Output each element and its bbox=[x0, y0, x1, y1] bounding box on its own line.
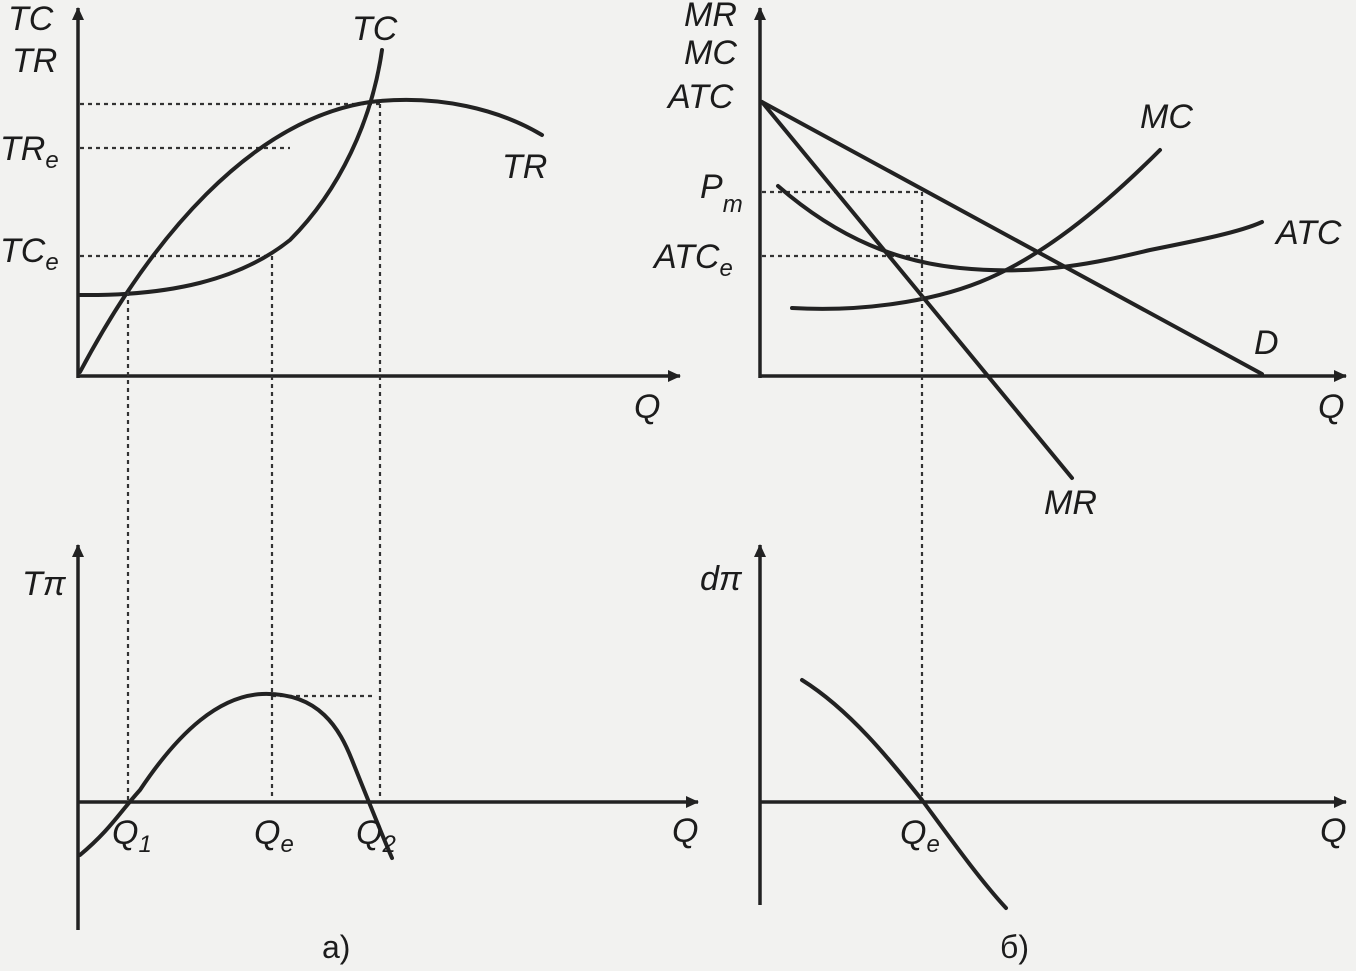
pm-label: Pm bbox=[700, 168, 743, 218]
profit-curve bbox=[78, 691, 394, 860]
a-bot-x-label: Q bbox=[672, 812, 698, 850]
tr-curve bbox=[78, 97, 544, 374]
a-top-x-label: Q bbox=[634, 388, 660, 426]
a-top-y-label-1: TC bbox=[8, 0, 54, 38]
b-top-y-label-1: MR bbox=[684, 0, 737, 34]
panel-b-bottom: dπ Q Qe б) bbox=[700, 544, 1347, 965]
caption-a: а) bbox=[322, 929, 350, 965]
caption-b: б) bbox=[1000, 929, 1029, 965]
panel-a-top: TC TR Q TRe TCe TC TR bbox=[0, 0, 681, 426]
marginal-profit-curve bbox=[800, 678, 1008, 910]
b-top-x-label: Q bbox=[1318, 388, 1344, 426]
a-bot-y-label: Tπ bbox=[22, 565, 67, 603]
tr-curve-label: TR bbox=[502, 148, 547, 186]
q1-label: Q1 bbox=[112, 814, 152, 858]
mc-curve-label: MC bbox=[1140, 98, 1193, 136]
tc-curve-label: TC bbox=[352, 10, 398, 48]
atc-curve-label: ATC bbox=[1274, 214, 1342, 252]
tr-e-label: TRe bbox=[0, 130, 59, 174]
tc-curve bbox=[78, 48, 384, 298]
mr-curve bbox=[760, 100, 1074, 480]
mc-curve bbox=[790, 148, 1162, 311]
atc-curve bbox=[776, 184, 1264, 273]
b-bot-x-label: Q bbox=[1320, 812, 1346, 850]
b-top-y-label-2: MC bbox=[684, 34, 737, 72]
d-curve-label: D bbox=[1254, 324, 1279, 362]
qe-label-b: Qe bbox=[900, 814, 940, 858]
demand-curve bbox=[760, 100, 1264, 376]
atc-e-label: ATCe bbox=[652, 238, 733, 282]
a-top-y-label-2: TR bbox=[12, 42, 57, 80]
qe-label-a: Qe bbox=[254, 814, 294, 858]
mr-curve-label: MR bbox=[1044, 484, 1097, 522]
tc-e-label: TCe bbox=[0, 232, 59, 276]
b-top-y-label-3: ATC bbox=[666, 78, 734, 116]
q2-label: Q2 bbox=[356, 814, 396, 858]
panel-a-bottom: Tπ Q Q1 Qe Q2 а) bbox=[22, 544, 699, 965]
panel-b-top: MR MC ATC Q Pm ATCe MC ATC D MR bbox=[652, 0, 1347, 522]
b-bot-y-label: dπ bbox=[700, 560, 743, 598]
